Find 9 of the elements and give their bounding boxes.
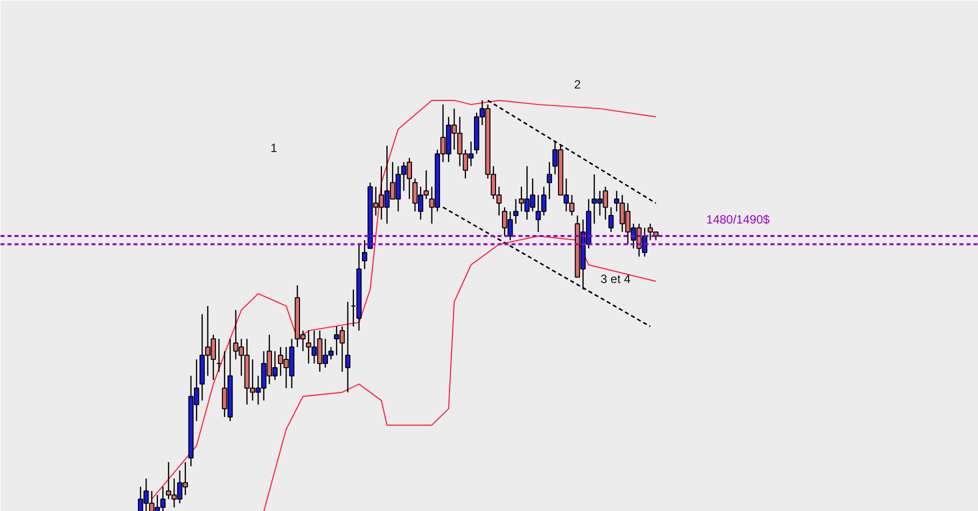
candlestick <box>345 301 350 393</box>
text: 1480/1490$ <box>706 212 770 227</box>
annotation: 1 <box>270 140 278 155</box>
candlestick <box>546 161 552 200</box>
annotation: 3 et 4 <box>600 272 631 286</box>
candlestick <box>608 206 614 233</box>
candlestick <box>362 240 368 270</box>
candlestick <box>513 198 518 224</box>
text: 2 <box>574 77 582 92</box>
